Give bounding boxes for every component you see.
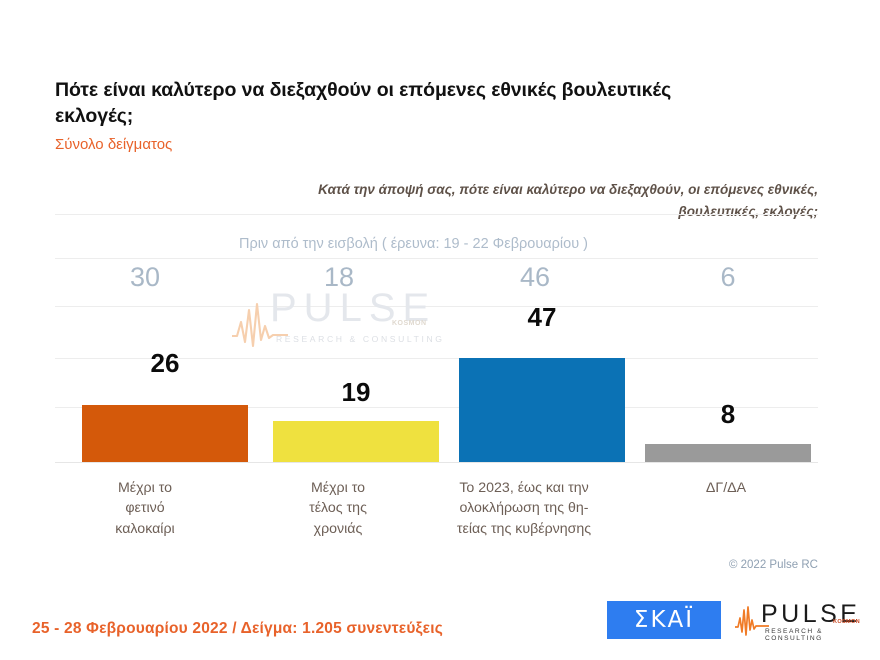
pulse-logo[interactable]: PULSE KOSMON RESEARCH & CONSULTING bbox=[735, 600, 865, 642]
category-label-1: Μέχρι το τέλος της χρονιάς bbox=[309, 480, 367, 537]
pulse-logo-text: PULSE bbox=[761, 600, 861, 628]
skai-logo[interactable]: ΣΚΑΪ bbox=[607, 601, 721, 639]
previous-wave-values: 30 18 46 6 bbox=[55, 262, 818, 300]
bar-0[interactable] bbox=[82, 405, 248, 462]
survey-question: Κατά την άποψή σας, πότε είναι καλύτερο … bbox=[318, 182, 818, 219]
previous-wave-label: Πριν από την εισβολή ( έρευνα: 19 - 22 Φ… bbox=[238, 236, 588, 252]
category-label-0: Μέχρι το φετινό καλοκαίρι bbox=[115, 480, 175, 537]
gridline bbox=[55, 214, 818, 215]
bar-3[interactable] bbox=[645, 444, 811, 462]
pulse-tagline: RESEARCH & CONSULTING bbox=[765, 628, 823, 642]
bar-1[interactable] bbox=[273, 421, 439, 462]
previous-value-2: 46 bbox=[519, 262, 551, 292]
fieldwork-note: 25 - 28 Φεβρουαρίου 2022 / Δείγμα: 1.205… bbox=[32, 620, 443, 637]
waveform-icon bbox=[735, 606, 769, 636]
previous-value-0: 30 bbox=[129, 262, 161, 292]
copyright-text: © 2022 Pulse RC bbox=[728, 559, 818, 571]
skai-logo-text: ΣΚΑΪ bbox=[633, 607, 695, 633]
bar-value-1: 19 bbox=[341, 377, 371, 407]
chart-plot-area: 26 19 47 8 bbox=[55, 214, 818, 463]
bar-column-1[interactable]: 19 bbox=[266, 214, 446, 463]
previous-value-1: 18 bbox=[323, 262, 355, 292]
category-label-2: Το 2023, έως και την ολοκλήρωση της θη-τε… bbox=[456, 480, 592, 537]
pulse-kosmon-text: KOSMON bbox=[833, 619, 860, 625]
bar-column-0[interactable]: 26 bbox=[75, 214, 255, 463]
bar-value-0: 26 bbox=[150, 348, 180, 378]
bar-column-2[interactable]: 47 bbox=[452, 214, 632, 463]
category-label-3: ΔΓ/ΔΑ bbox=[705, 480, 747, 496]
page-title: Πότε είναι καλύτερο να διεξαχθούν οι επό… bbox=[55, 79, 672, 127]
bar-2[interactable] bbox=[459, 358, 625, 462]
gridline bbox=[55, 258, 818, 259]
gridline bbox=[55, 407, 818, 408]
bar-column-3[interactable]: 8 bbox=[638, 214, 818, 463]
gridline bbox=[55, 306, 818, 307]
bar-value-2: 47 bbox=[527, 302, 557, 332]
gridline bbox=[55, 358, 818, 359]
axis-baseline bbox=[55, 462, 818, 463]
category-labels: Μέχρι το φετινό καλοκαίρι Μέχρι το τέλος τη… bbox=[55, 478, 818, 550]
previous-value-3: 6 bbox=[720, 262, 736, 292]
sample-subtitle: Σύνολο δείγματος bbox=[55, 136, 173, 153]
bar-value-3: 8 bbox=[720, 399, 736, 429]
